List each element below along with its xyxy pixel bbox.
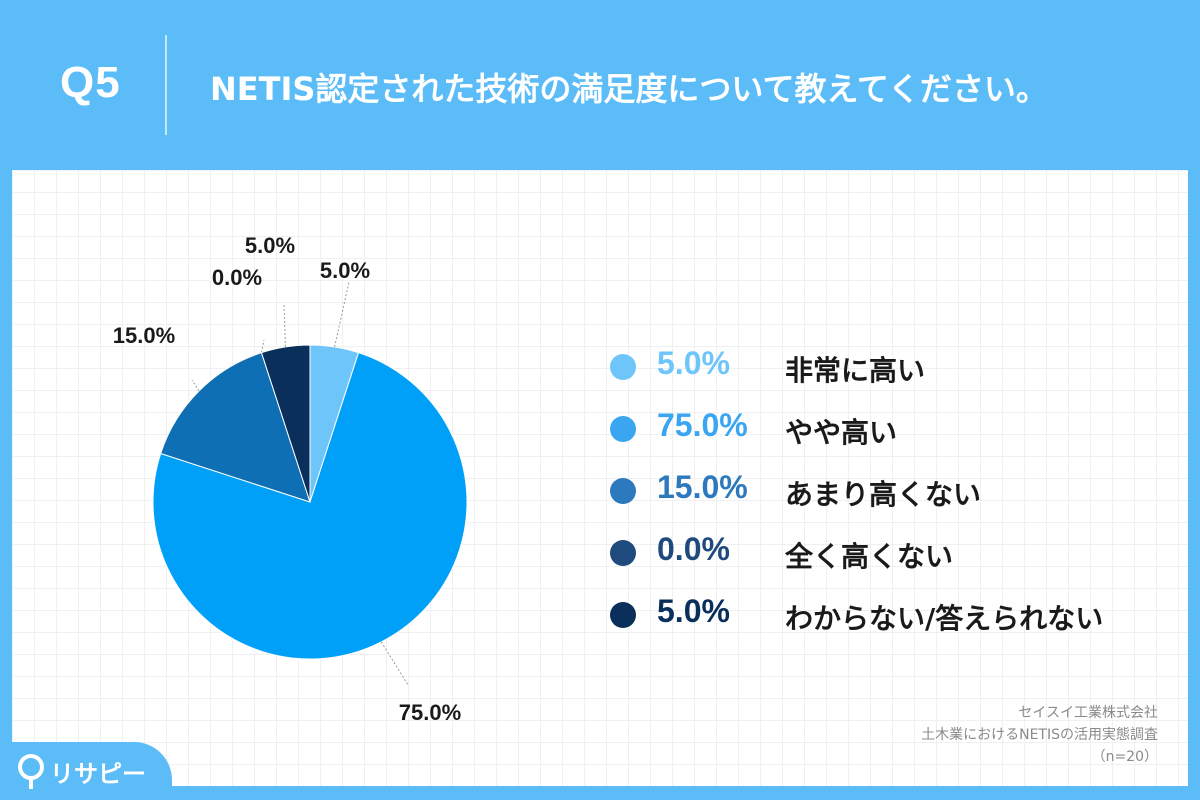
legend-value: 5.0%: [657, 345, 730, 381]
pie-slice: [160, 352, 311, 503]
legend-item: 75.0% やや高い: [610, 402, 1180, 464]
legend-label: やや高い: [785, 416, 898, 449]
leader-line: [283, 304, 286, 347]
legend-label: わからない/答えられない: [785, 602, 1104, 635]
legend-label: 全く高くない: [785, 540, 954, 573]
legend-value: 0.0%: [657, 531, 730, 567]
pie-slice: [260, 344, 311, 503]
question-title: NETIS認定された技術の満足度について教えてください。: [210, 70, 1048, 108]
pie-chart: 5.0% 75.0% 15.0% 0.0% 5.0%: [113, 233, 468, 725]
header-divider: [165, 35, 167, 135]
slice-value-label: 5.0%: [245, 233, 295, 258]
legend-swatch: [610, 602, 636, 628]
leader-line: [380, 641, 409, 686]
slice-value-label: 0.0%: [212, 265, 262, 290]
question-number: Q5: [60, 58, 121, 107]
chart-legend: 5.0% 非常に高い 75.0% やや高い 15.0% あまり高くない 0.0%…: [610, 340, 1180, 650]
sample-size: （n=20）: [1091, 749, 1158, 765]
slice-value-label: 5.0%: [320, 258, 370, 283]
legend-value: 75.0%: [657, 407, 748, 443]
legend-item: 5.0% 非常に高い: [610, 340, 1180, 402]
legend-item: 0.0% 全く高くない: [610, 526, 1180, 588]
source-note: セイスイ工業株式会社 土木業におけるNETISの活用実態調査 （n=20）: [921, 702, 1158, 768]
source-survey: 土木業におけるNETISの活用実態調査: [921, 727, 1158, 743]
chart-card: 5.0% 75.0% 15.0% 0.0% 5.0% 5.0% 非常に高い 75.0% …: [12, 170, 1188, 786]
slice-value-label: 15.0%: [113, 323, 175, 348]
leader-line: [191, 379, 200, 392]
legend-label: 非常に高い: [785, 354, 926, 387]
legend-value: 5.0%: [657, 593, 730, 629]
legend-value: 15.0%: [657, 469, 748, 505]
legend-item: 5.0% わからない/答えられない: [610, 588, 1180, 650]
source-company: セイスイ工業株式会社: [1018, 705, 1158, 721]
logo-text: リサピー: [50, 760, 146, 788]
leader-line: [334, 281, 350, 348]
legend-label: あまり高くない: [785, 478, 982, 511]
legend-swatch: [610, 416, 636, 442]
pin-icon: [18, 754, 44, 789]
header: Q5 NETIS認定された技術の満足度について教えてください。: [0, 0, 1200, 170]
legend-item: 15.0% あまり高くない: [610, 464, 1180, 526]
slice-value-label: 75.0%: [399, 700, 461, 725]
legend-swatch: [610, 540, 636, 566]
legend-swatch: [610, 478, 636, 504]
leader-line: [260, 339, 265, 353]
brand-logo: リサピー: [0, 742, 172, 800]
pie-slice: [152, 352, 468, 660]
legend-swatch: [610, 354, 636, 380]
